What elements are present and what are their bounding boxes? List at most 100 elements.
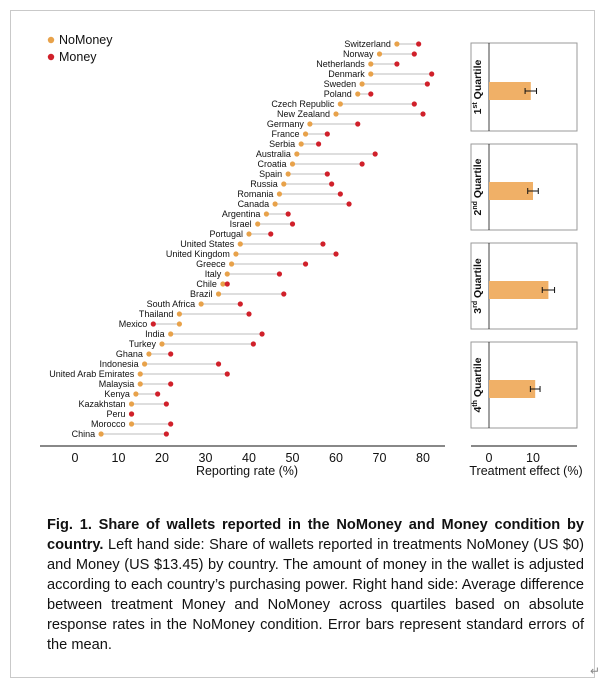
quartile-panel-box <box>470 242 578 330</box>
nomoney-point <box>220 281 226 287</box>
nomoney-point <box>168 331 174 337</box>
money-point <box>237 301 243 307</box>
money-point <box>394 61 400 67</box>
money-point <box>259 331 265 337</box>
quartile-label-suffix: st <box>472 102 479 109</box>
nomoney-point <box>98 431 104 437</box>
money-point <box>163 431 169 437</box>
quartile-label: 1st Quartile <box>472 60 484 115</box>
country-label: Spain <box>259 169 282 179</box>
quartile-label-suffix: rd <box>472 301 479 308</box>
money-point <box>168 351 174 357</box>
left-x-ticks: 0 10 20 30 40 50 60 70 80 <box>72 451 430 465</box>
nomoney-point <box>137 381 143 387</box>
left-tick-label: 10 <box>112 451 126 465</box>
nomoney-point <box>246 231 252 237</box>
country-label: India <box>145 329 165 339</box>
money-point <box>416 41 422 47</box>
nomoney-point <box>159 341 165 347</box>
country-label: Croatia <box>257 159 286 169</box>
quartile-label-word: Quartile <box>472 357 484 400</box>
nomoney-point <box>298 141 304 147</box>
money-point <box>411 101 417 107</box>
money-point <box>368 91 374 97</box>
quartile-label-number: 1 <box>472 108 484 114</box>
money-point <box>420 111 426 117</box>
country-label: South Africa <box>147 299 196 309</box>
money-point <box>337 191 343 197</box>
right-tick-label: 10 <box>526 451 540 465</box>
country-label: China <box>72 429 96 439</box>
money-point <box>281 291 287 297</box>
right-tick-label: 0 <box>486 451 493 465</box>
money-point <box>355 121 361 127</box>
treatment-bar <box>489 380 536 398</box>
figure-frame <box>10 10 595 678</box>
money-point <box>411 51 417 57</box>
money-point <box>168 381 174 387</box>
nomoney-point <box>198 301 204 307</box>
country-label: Ghana <box>116 349 143 359</box>
left-tick-label: 80 <box>416 451 430 465</box>
country-label: Switzerland <box>344 39 391 49</box>
legend-money-marker <box>47 53 55 61</box>
money-point <box>302 261 309 267</box>
nomoney-point <box>255 221 261 227</box>
nomoney-point <box>285 171 291 177</box>
nomoney-point <box>215 291 222 297</box>
country-label: Turkey <box>129 339 157 349</box>
quartile-label-number: 4 <box>472 407 484 413</box>
quartile-panel-box <box>470 341 578 429</box>
country-label: Brazil <box>190 289 213 299</box>
country-label: New Zealand <box>277 109 330 119</box>
country-label: Serbia <box>269 139 295 149</box>
money-point <box>346 201 352 207</box>
nomoney-point <box>137 371 143 377</box>
country-label: Indonesia <box>100 359 139 369</box>
nomoney-point <box>276 191 283 197</box>
country-label: Kazakhstan <box>79 399 126 409</box>
money-point <box>333 251 339 257</box>
quartile-label: 3rd Quartile <box>472 258 484 314</box>
nomoney-point <box>233 251 239 257</box>
money-point <box>163 401 169 407</box>
nomoney-point <box>133 391 139 397</box>
treatment-bar <box>489 82 531 100</box>
country-label: Mexico <box>119 319 148 329</box>
country-label: Romania <box>237 189 273 199</box>
country-label: Portugal <box>209 229 243 239</box>
nomoney-point <box>229 261 235 267</box>
nomoney-point <box>289 161 296 167</box>
quartile-panel: 3rd Quartile <box>470 242 578 330</box>
treatment-bar <box>489 182 533 200</box>
quartile-label-word: Quartile <box>472 60 484 103</box>
legend-nomoney-label: NoMoney <box>59 33 113 47</box>
money-point <box>359 161 365 167</box>
nomoney-point <box>176 321 182 327</box>
country-label: Czech Republic <box>271 99 335 109</box>
legend: NoMoney Money <box>47 33 113 64</box>
nomoney-point <box>272 201 278 207</box>
left-tick-label: 70 <box>373 451 387 465</box>
country-label: Poland <box>324 89 352 99</box>
money-point <box>424 81 430 87</box>
nomoney-point <box>281 181 287 187</box>
nomoney-point <box>146 351 152 357</box>
quartile-label: 2nd Quartile <box>472 158 484 215</box>
money-point <box>215 361 222 367</box>
nomoney-point <box>128 401 135 407</box>
money-point <box>128 411 135 417</box>
money-point <box>324 171 330 177</box>
left-tick-label: 20 <box>155 451 169 465</box>
left-x-axis-label: Reporting rate (%) <box>196 464 298 478</box>
money-point <box>285 211 291 217</box>
country-label: Norway <box>343 49 374 59</box>
money-point <box>324 131 330 137</box>
quartile-panel-box <box>470 143 578 231</box>
country-label: Greece <box>196 259 226 269</box>
nomoney-point <box>376 51 383 57</box>
nomoney-point <box>307 121 313 127</box>
country-label: United Arab Emirates <box>49 369 135 379</box>
country-label: Morocco <box>91 419 126 429</box>
money-point <box>268 231 274 237</box>
